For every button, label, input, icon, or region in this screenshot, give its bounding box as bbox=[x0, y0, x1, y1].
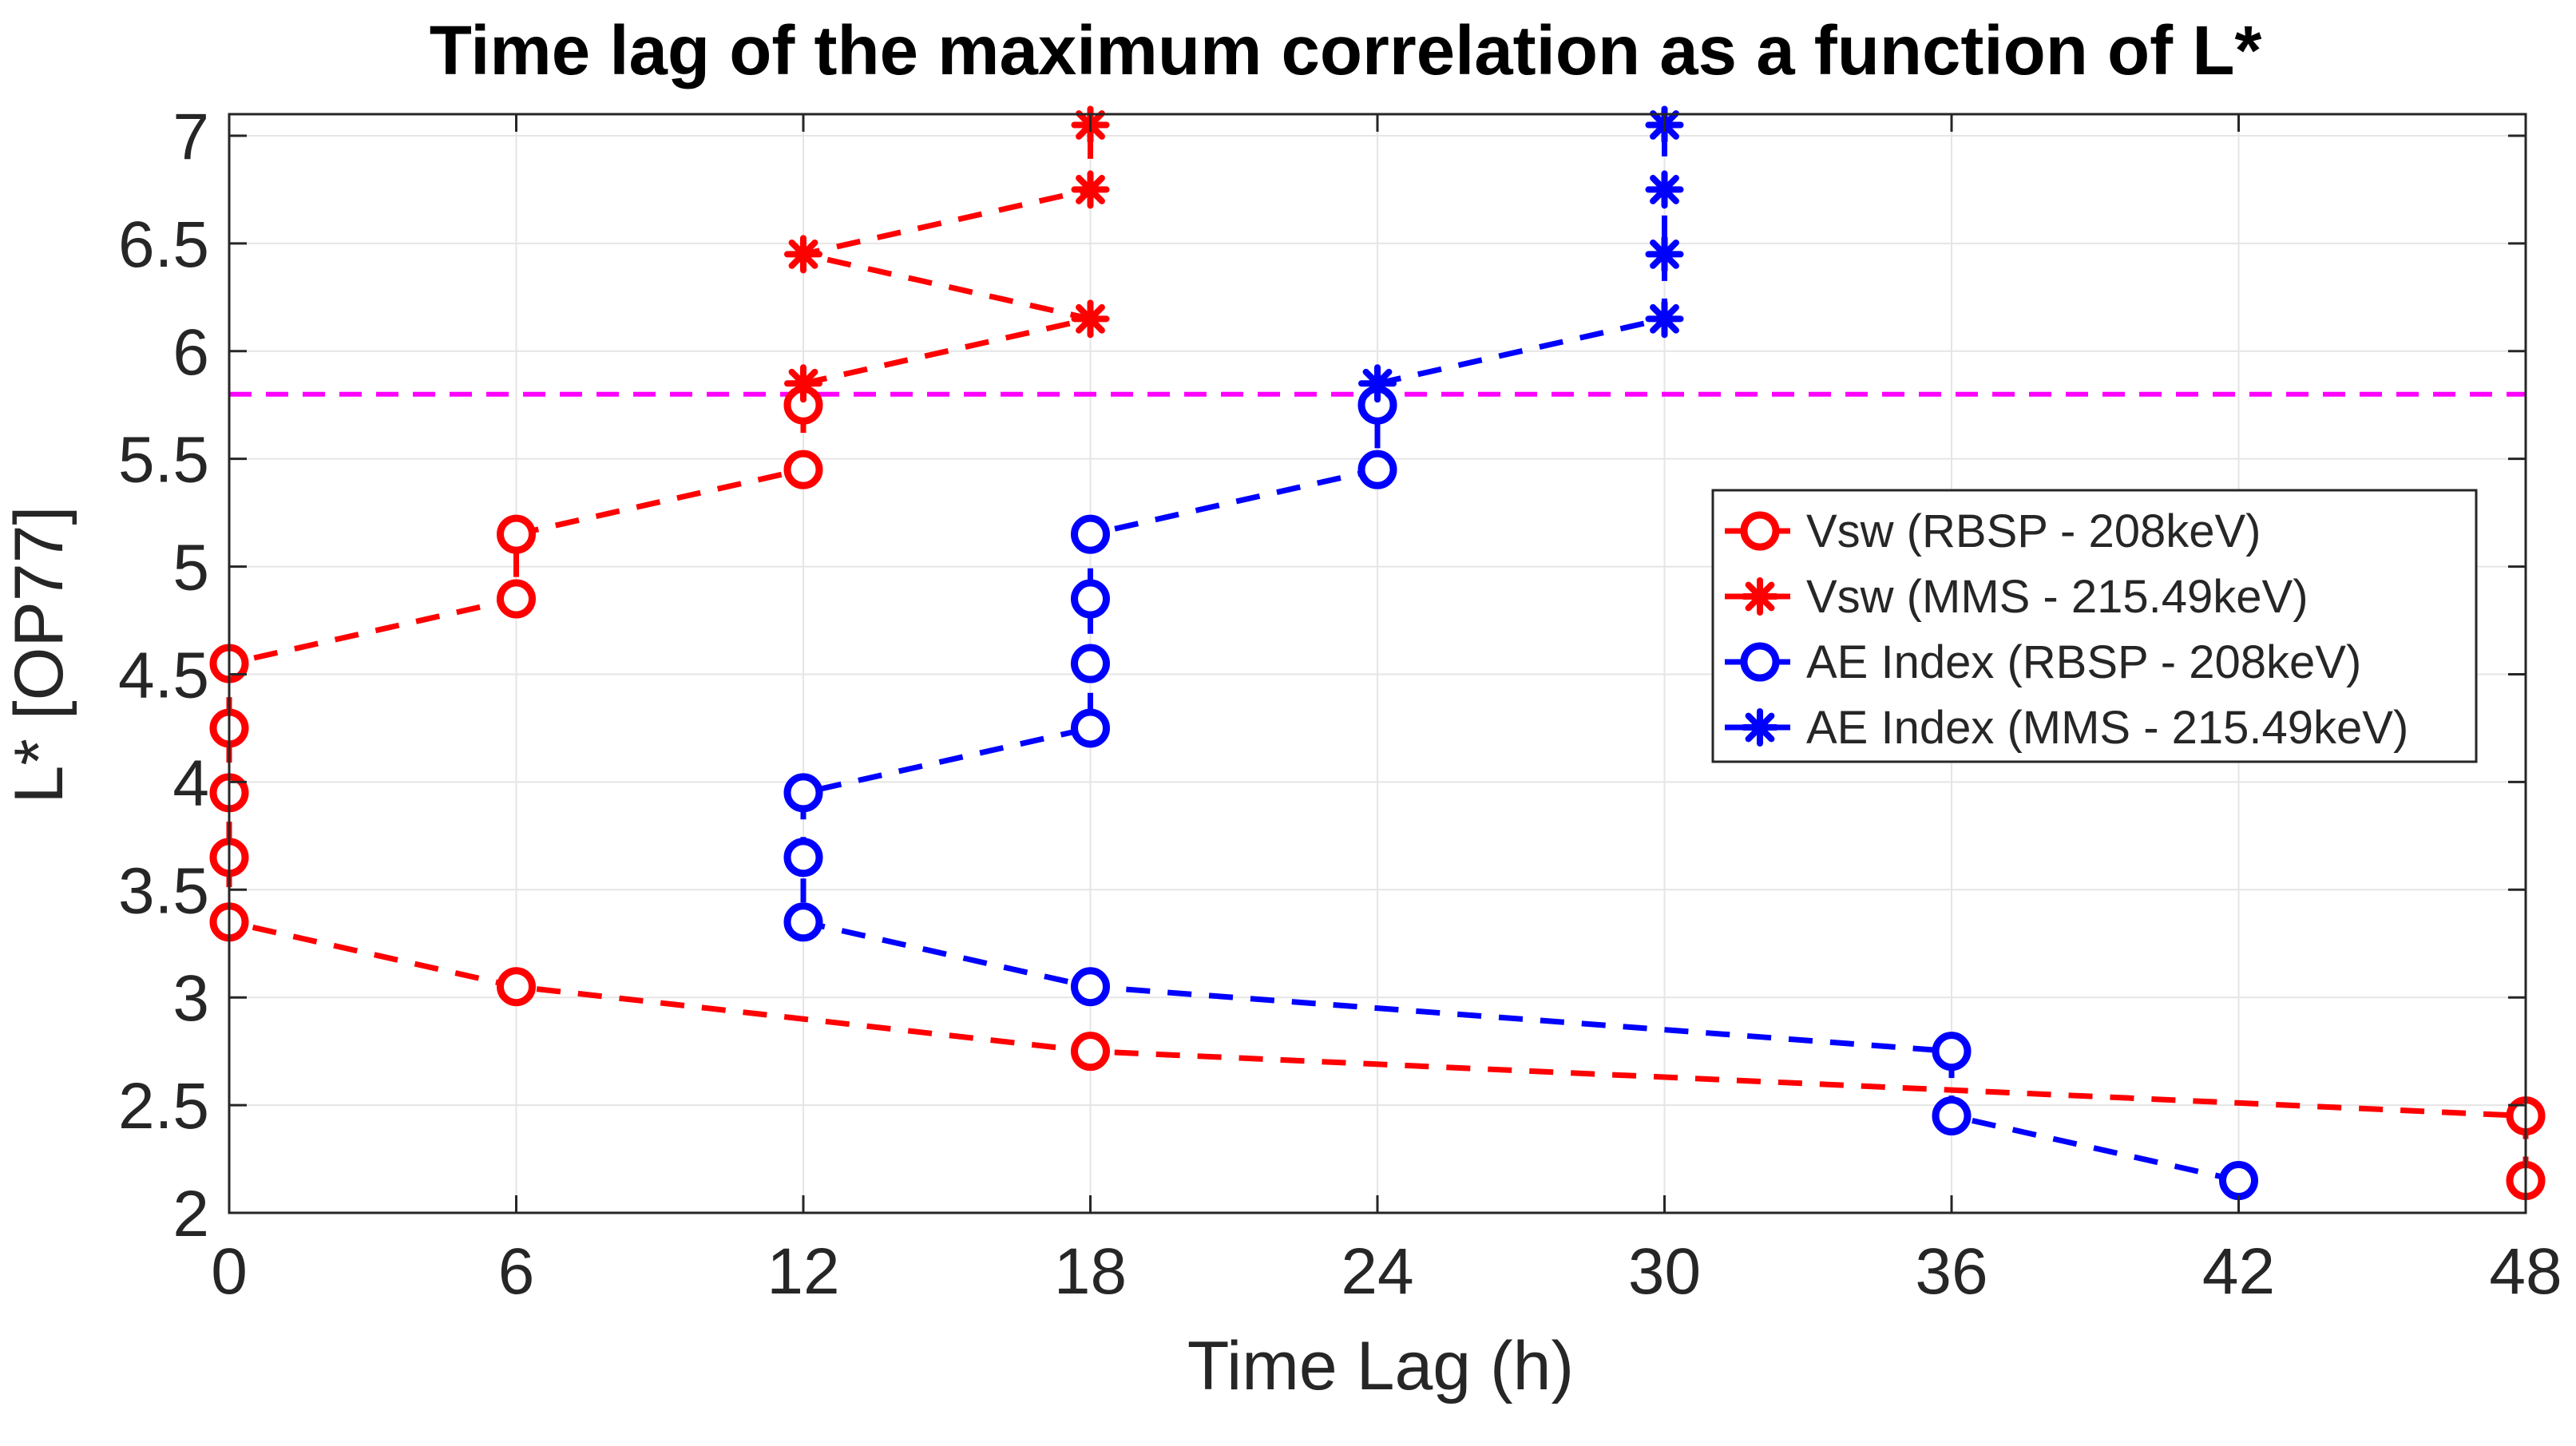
x-tick-label: 0 bbox=[211, 1235, 248, 1308]
x-tick-label: 24 bbox=[1341, 1235, 1413, 1308]
data-point-2-1 bbox=[1932, 1096, 1972, 1136]
legend-marker-2 bbox=[1740, 642, 1780, 682]
data-point-2-5 bbox=[783, 838, 823, 878]
data-point-3-3 bbox=[1645, 170, 1684, 209]
y-tick-label: 3.5 bbox=[118, 854, 209, 927]
y-tick-label: 6.5 bbox=[118, 208, 209, 281]
data-point-0-2 bbox=[1071, 1032, 1110, 1072]
data-point-2-10 bbox=[1071, 514, 1110, 554]
data-point-2-6 bbox=[783, 773, 823, 813]
y-tick-label: 4 bbox=[172, 747, 209, 819]
legend-marker-3 bbox=[1741, 708, 1779, 747]
data-point-2-9 bbox=[1071, 579, 1110, 619]
x-tick-label: 48 bbox=[2489, 1235, 2562, 1308]
data-point-0-3 bbox=[497, 967, 536, 1007]
data-point-3-2-stroke bbox=[1650, 239, 1679, 269]
axes-layer: 0 6 12 18 24 30 36 42 48 2 2.5 3 3.5 4 4.5 5 5.5 6 6.5 7 bbox=[118, 101, 2562, 1308]
x-tick-label: 18 bbox=[1054, 1235, 1127, 1308]
legend-label-3: AE Index (MMS - 215.49keV) bbox=[1806, 702, 2408, 754]
y-tick-label: 7 bbox=[172, 101, 209, 173]
data-point-3-0 bbox=[1358, 364, 1397, 403]
data-point-3-1 bbox=[1645, 299, 1684, 339]
data-point-2-8 bbox=[1071, 644, 1110, 683]
x-tick-label: 6 bbox=[498, 1235, 535, 1308]
data-point-2-4 bbox=[783, 902, 823, 942]
x-tick-label: 36 bbox=[1915, 1235, 1987, 1308]
data-point-3-1-stroke bbox=[1650, 303, 1679, 334]
data-point-3-0-stroke bbox=[1362, 368, 1393, 398]
data-point-1-2-stroke bbox=[788, 239, 818, 269]
x-tick-label: 30 bbox=[1628, 1235, 1701, 1308]
data-point-0-10 bbox=[497, 514, 536, 554]
data-point-2-3 bbox=[1071, 967, 1110, 1007]
x-tick-label: 42 bbox=[2202, 1235, 2275, 1308]
legend: Vsw (RBSP - 208keV) Vsw (MMS - 215.49keV)… bbox=[1711, 489, 2478, 763]
data-point-1-1-stroke bbox=[1076, 303, 1105, 334]
data-point-3-3-stroke bbox=[1650, 175, 1679, 204]
data-point-2-0 bbox=[2219, 1161, 2258, 1201]
x-axis-label: Time Lag (h) bbox=[1187, 1328, 1574, 1404]
legend-marker-3-stroke bbox=[1745, 712, 1775, 743]
legend-label-1: Vsw (MMS - 215.49keV) bbox=[1806, 571, 2308, 623]
data-point-1-2 bbox=[784, 235, 822, 274]
y-tick-label: 6 bbox=[172, 316, 209, 389]
y-tick-label: 5.5 bbox=[118, 424, 209, 497]
chart-title: Time lag of the maximum correlation as a… bbox=[430, 12, 2262, 89]
x-tick-label: 12 bbox=[767, 1235, 839, 1308]
data-point-2-7 bbox=[1071, 708, 1110, 748]
y-tick-label: 3 bbox=[172, 962, 209, 1035]
y-axis-label: L* [OP77] bbox=[1, 506, 77, 804]
data-point-1-0 bbox=[784, 364, 822, 403]
plot-frame bbox=[228, 113, 2527, 1214]
legend-label-2: AE Index (RBSP - 208keV) bbox=[1806, 636, 2361, 688]
data-point-0-9 bbox=[497, 579, 536, 619]
data-point-1-1 bbox=[1071, 299, 1110, 339]
y-tick-label: 5 bbox=[172, 532, 209, 604]
data-point-0-11 bbox=[783, 450, 823, 489]
y-tick-label: 2.5 bbox=[118, 1070, 209, 1143]
data-point-2-11 bbox=[1357, 450, 1397, 489]
data-point-1-0-stroke bbox=[788, 368, 818, 398]
legend-label-0: Vsw (RBSP - 208keV) bbox=[1806, 505, 2261, 557]
legend-marker-1 bbox=[1741, 577, 1779, 616]
data-point-2-2 bbox=[1932, 1032, 1972, 1072]
legend-marker-1-stroke bbox=[1745, 581, 1775, 612]
data-point-1-3-stroke bbox=[1076, 175, 1105, 204]
y-tick-label: 4.5 bbox=[118, 639, 209, 711]
legend-box bbox=[1711, 489, 2478, 763]
legend-marker-0 bbox=[1740, 511, 1780, 551]
y-tick-label: 2 bbox=[172, 1178, 209, 1250]
data-point-1-3 bbox=[1071, 170, 1110, 209]
data-point-3-2 bbox=[1645, 235, 1684, 274]
